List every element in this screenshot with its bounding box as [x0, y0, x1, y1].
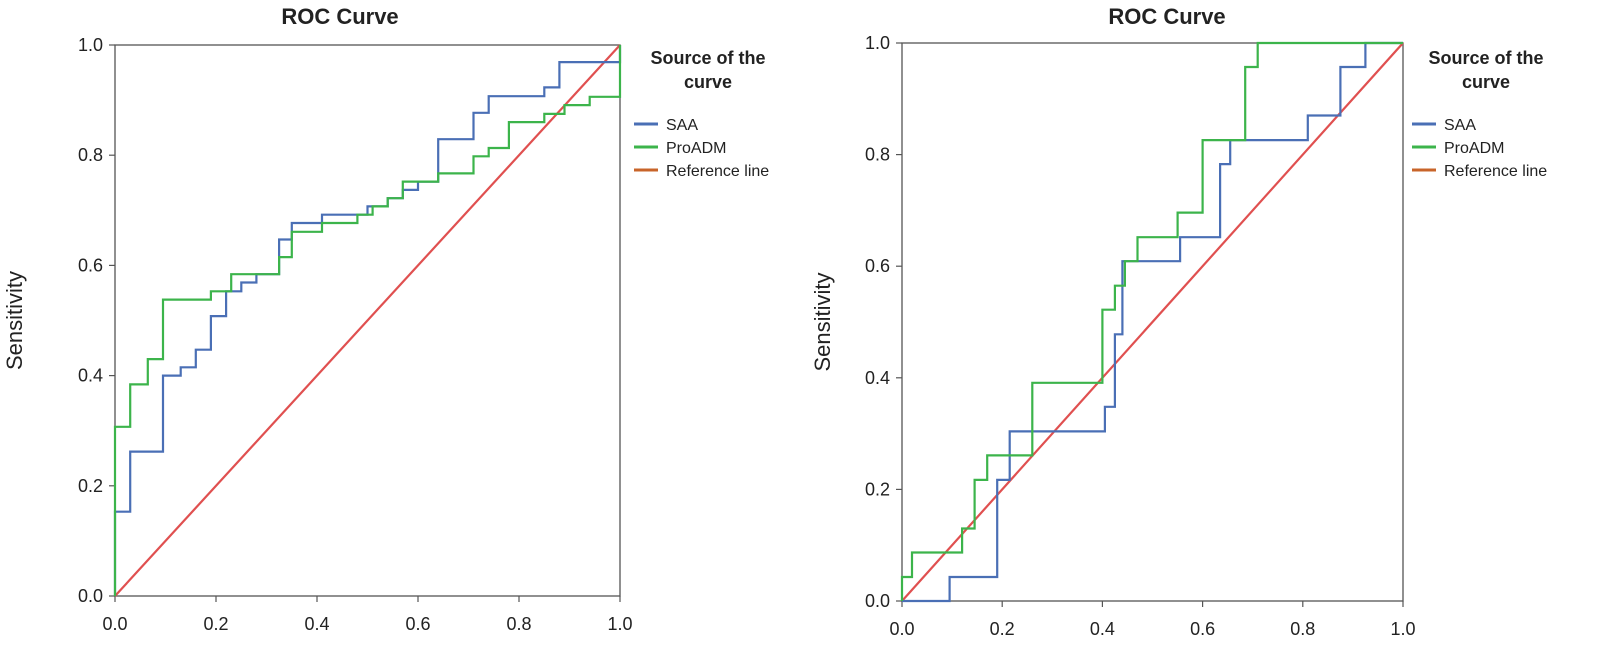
- left-legend-label-proadm: ProADM: [666, 140, 726, 157]
- left-x-tick-label: 0.4: [304, 614, 329, 634]
- left-y-tick-label: 0.4: [78, 366, 103, 386]
- left-y-tick-label: 0.6: [78, 255, 103, 275]
- left-x-tick-label: 0.0: [102, 614, 127, 634]
- right-legend-title: curve: [1462, 72, 1510, 92]
- right-y-axis-label: Sensitivity: [810, 272, 835, 371]
- left-y-tick-label: 0.0: [78, 586, 103, 606]
- right-x-tick-label: 0.8: [1290, 619, 1315, 639]
- left-y-tick-label: 0.8: [78, 145, 103, 165]
- roc-chart-right: ROC Curve 0.0 0.2 0.4 0.6 0.8 1.0 0.0 0.2 0.4 0.6 0…: [790, 0, 1597, 660]
- right-legend-title: Source of the: [1428, 48, 1543, 68]
- right-y-tick-label: 1.0: [865, 33, 890, 53]
- left-x-tick-label: 0.6: [405, 614, 430, 634]
- right-x-tick-label: 0.2: [990, 619, 1015, 639]
- right-x-tick-label: 0.0: [889, 619, 914, 639]
- left-y-axis-label: Sensitivity: [2, 271, 27, 370]
- left-x-tick-label: 1.0: [607, 614, 632, 634]
- right-legend-label-reference-line: Reference line: [1444, 163, 1547, 180]
- left-legend-title: Source of the: [650, 48, 765, 68]
- left-y-tick-label: 1.0: [78, 35, 103, 55]
- right-y-tick-label: 0.4: [865, 368, 890, 388]
- right-series-line-saa: [902, 41, 1403, 603]
- roc-chart-left-svg: ROC Curve 0.0 0.2 0.4 0.6 0.8 1.0 0.0 0.2 0.4 0.6 0…: [2, 4, 769, 634]
- left-y-tick-label: 0.2: [78, 476, 103, 496]
- right-legend-label-saa: SAA: [1444, 117, 1476, 134]
- left-series-line-saa: [113, 45, 622, 596]
- right-x-tick-label: 0.6: [1190, 619, 1215, 639]
- left-chart-title: ROC Curve: [281, 4, 398, 29]
- right-y-tick-label: 0.2: [865, 479, 890, 499]
- roc-chart-left: ROC Curve 0.0 0.2 0.4 0.6 0.8 1.0 0.0 0.2 0.4 0.6 0…: [0, 0, 790, 660]
- right-series-line-reference-line: [901, 42, 1404, 602]
- left-legend-label-saa: SAA: [666, 117, 698, 134]
- right-plot-frame: [901, 42, 1404, 602]
- roc-chart-right-svg: ROC Curve 0.0 0.2 0.4 0.6 0.8 1.0 0.0 0.2 0.4 0.6 0…: [810, 4, 1547, 639]
- right-legend-label-proadm: ProADM: [1444, 140, 1504, 157]
- left-legend-label-reference-line: Reference line: [666, 163, 769, 180]
- left-plot-frame: [114, 44, 621, 597]
- left-series-line-proadm: [113, 45, 622, 596]
- right-x-tick-label: 1.0: [1390, 619, 1415, 639]
- right-x-tick-label: 0.4: [1090, 619, 1115, 639]
- left-x-tick-label: 0.8: [506, 614, 531, 634]
- right-series-line-proadm: [900, 41, 1403, 601]
- left-legend-title: curve: [684, 72, 732, 92]
- left-x-tick-label: 0.2: [203, 614, 228, 634]
- right-chart-title: ROC Curve: [1108, 4, 1225, 29]
- right-y-tick-label: 0.8: [865, 145, 890, 165]
- left-series-line-reference-line: [114, 44, 621, 597]
- right-y-tick-label: 0.0: [865, 591, 890, 611]
- right-y-tick-label: 0.6: [865, 256, 890, 276]
